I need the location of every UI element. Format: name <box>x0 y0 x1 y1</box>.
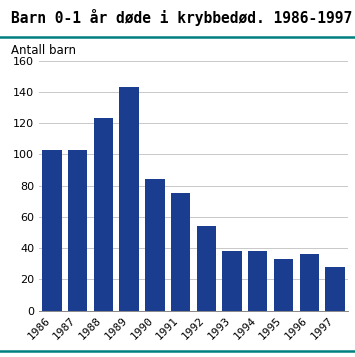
Bar <box>223 251 242 311</box>
Bar <box>274 259 293 311</box>
Bar <box>197 226 216 311</box>
Bar <box>300 254 319 311</box>
Bar <box>94 119 113 311</box>
Bar <box>326 267 345 311</box>
Bar <box>171 193 190 311</box>
Bar <box>42 150 61 311</box>
Bar <box>145 179 164 311</box>
Text: Antall barn: Antall barn <box>11 44 76 56</box>
Bar <box>248 251 267 311</box>
Bar <box>68 150 87 311</box>
Bar <box>120 87 139 311</box>
Text: Barn 0-1 år døde i krybbedød. 1986-1997: Barn 0-1 år døde i krybbedød. 1986-1997 <box>11 9 352 26</box>
